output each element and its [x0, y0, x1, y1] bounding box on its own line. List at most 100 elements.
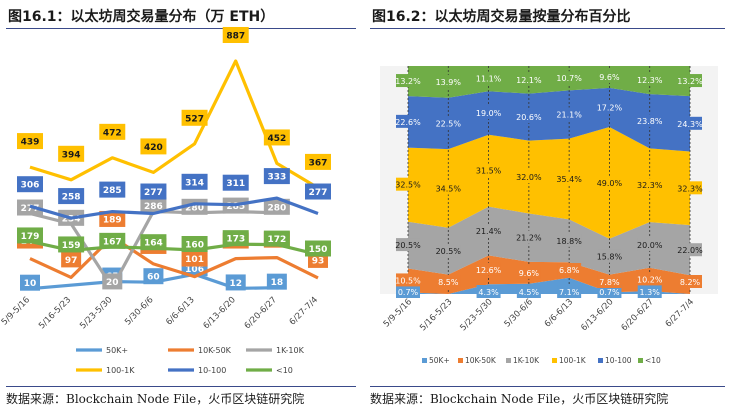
data-label-box-50kplus [225, 274, 246, 291]
data-label-100-1k: 887 [226, 31, 245, 41]
data-label-box-10k-50k [436, 275, 461, 288]
data-label-lt10: 12.1% [516, 76, 542, 85]
data-label-box-10-100 [17, 176, 43, 193]
data-label-50kplus: 10 [24, 279, 37, 289]
data-label-1k-10k: 18.8% [556, 237, 582, 246]
data-label-100-1k: 420 [144, 143, 163, 153]
data-label-box-50kplus [396, 285, 420, 298]
data-label-box-10-100 [263, 168, 290, 185]
series-line-100-1k [29, 59, 319, 190]
data-label-100-1k: 527 [185, 114, 204, 124]
data-label-10k-50k: 8.5% [438, 278, 459, 287]
data-label-box-1k-10k [476, 224, 501, 238]
data-label-50kplus: 0.7% [398, 288, 419, 297]
data-label-box-100-1k [436, 181, 461, 195]
data-label-box-10k-50k [557, 263, 582, 277]
x-tick-label: 5/9-5/16 [382, 297, 414, 329]
data-label-lt10: 12.3% [637, 76, 663, 85]
data-label-box-10-100 [557, 107, 582, 121]
data-label-100-1k: 32.5% [395, 181, 421, 190]
data-label-1k-10k: 20.5% [436, 247, 462, 256]
data-label-box-100-1k [557, 171, 582, 185]
data-label-10-100: 277 [309, 188, 328, 198]
data-label-box-lt10 [476, 71, 501, 85]
data-label-box-lt10 [678, 74, 702, 88]
source-rule-left [6, 386, 356, 387]
data-label-box-100-1k [222, 26, 249, 43]
data-label-100-1k: 472 [103, 128, 122, 138]
data-label-box-1k-10k [557, 233, 582, 247]
legend-label-50kplus: 50K+ [106, 346, 128, 355]
x-tick-label: 5/16-5/23 [418, 297, 454, 333]
data-label-box-100-1k [597, 175, 622, 189]
data-label-box-1k-10k [597, 249, 622, 263]
data-label-box-1k-10k [637, 237, 662, 251]
data-label-box-10-100 [597, 100, 622, 114]
data-label-10k-50k: 7.8% [599, 278, 620, 287]
data-label-lt10: 159 [62, 241, 81, 251]
data-label-box-10-100 [637, 114, 662, 128]
legend-label-1k-10k: 1K-10K [513, 356, 540, 365]
source-note-left: 数据来源：Blockchain Node File，火币区块链研究院 [6, 392, 305, 406]
series-line-10k-50k [29, 235, 319, 280]
data-label-1k-10k: 15.8% [597, 253, 623, 262]
data-label-box-10-100 [222, 174, 249, 191]
data-label-10k-50k: 9.6% [519, 269, 540, 278]
x-tick-label: 6/20-6/27 [620, 297, 656, 333]
data-label-box-10-100 [516, 110, 541, 124]
data-label-10k-50k: 97 [65, 256, 78, 266]
data-label-50kplus: 18 [271, 278, 284, 288]
data-label-100-1k: 32.3% [677, 184, 703, 193]
data-label-100-1k: 452 [267, 134, 286, 144]
data-label-box-100-1k [476, 163, 501, 177]
data-label-box-50kplus [266, 273, 287, 290]
series-line-10-100 [29, 196, 319, 220]
data-label-10-100: 306 [21, 181, 40, 191]
data-label-1k-10k: 285 [226, 202, 245, 212]
data-label-box-10k-50k [637, 272, 662, 286]
data-label-10k-50k: 8.2% [680, 278, 701, 287]
data-label-box-100-1k [181, 109, 208, 126]
data-label-10k-50k: 6.8% [559, 266, 580, 275]
data-label-50kplus: 0.7% [599, 288, 620, 297]
data-label-box-50kplus [597, 285, 622, 298]
data-label-box-lt10 [99, 232, 126, 249]
data-label-lt10: 13.9% [436, 78, 462, 87]
data-label-lt10: 150 [309, 245, 328, 255]
data-label-box-lt10 [516, 72, 541, 86]
data-label-box-10k-50k [678, 275, 702, 288]
data-label-100-1k: 32.0% [516, 173, 542, 182]
legend-swatch-1k-10k [506, 358, 511, 363]
legend-label-10k-50k: 10K-50K [198, 346, 232, 355]
data-label-10-100: 20.6% [516, 113, 542, 122]
data-label-lt10: 10.7% [556, 74, 582, 83]
data-label-box-lt10 [17, 227, 43, 244]
data-label-50kplus: 1.3% [640, 288, 661, 297]
data-label-10-100: 21.1% [556, 110, 582, 119]
data-label-box-lt10 [263, 230, 290, 247]
data-label-10-100: 22.5% [436, 119, 462, 128]
data-label-1k-10k: 21.4% [476, 227, 502, 236]
data-label-box-10k-50k [396, 273, 420, 287]
data-label-box-1k-10k [102, 273, 123, 290]
data-label-10-100: 22.6% [395, 118, 421, 127]
data-label-box-10-100 [396, 114, 420, 128]
data-label-1k-10k: 20.5% [395, 241, 421, 250]
data-label-box-100-1k [140, 138, 167, 155]
data-label-100-1k: 49.0% [597, 179, 623, 188]
data-label-box-lt10 [637, 73, 662, 87]
legend-label-10-100: 10-100 [198, 366, 226, 375]
data-label-box-100-1k [99, 123, 126, 140]
data-label-100-1k: 439 [21, 138, 40, 148]
data-label-10k-50k: 12.6% [476, 266, 502, 275]
data-label-box-10-100 [58, 188, 85, 205]
data-label-50kplus: 7.1% [559, 288, 580, 297]
data-label-1k-10k: 20.0% [637, 241, 663, 250]
data-label-box-lt10 [181, 236, 208, 252]
data-label-10-100: 17.2% [597, 103, 623, 112]
data-label-10-100: 314 [185, 178, 204, 188]
data-label-box-50kplus [20, 274, 40, 291]
data-label-10-100: 23.8% [637, 117, 663, 126]
legend-swatch-100-1k [552, 358, 557, 363]
data-label-box-lt10 [557, 71, 582, 85]
